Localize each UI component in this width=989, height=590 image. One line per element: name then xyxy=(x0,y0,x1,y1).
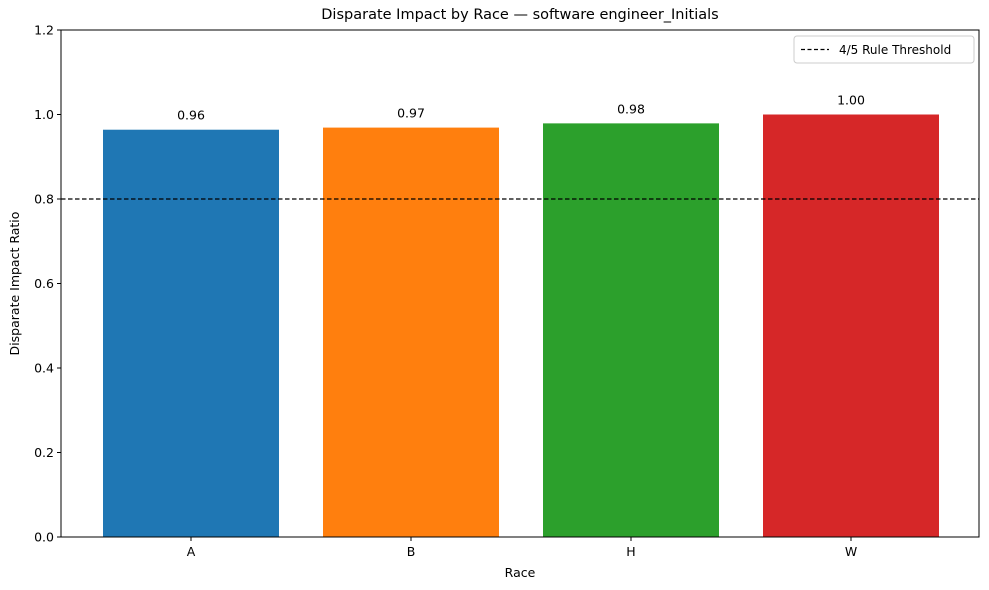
x-tick-label-W: W xyxy=(845,544,857,559)
data-label-H: 0.98 xyxy=(617,101,645,116)
data-label-B: 0.97 xyxy=(397,106,425,121)
y-tick-label: 0.8 xyxy=(34,192,54,207)
y-tick-label: 1.2 xyxy=(34,23,54,38)
bars-layer xyxy=(103,114,939,537)
bar-A xyxy=(103,129,279,537)
legend-threshold-label: 4/5 Rule Threshold xyxy=(839,43,951,57)
y-tick-label: 0.0 xyxy=(34,530,54,545)
y-tick-label: 1.0 xyxy=(34,107,54,122)
x-axis-label: Race xyxy=(505,565,536,580)
axes-layer: A B H W 0.0 0.2 0.4 0.6 0.8 1.0 1.2 xyxy=(34,23,980,559)
legend-box xyxy=(793,35,975,64)
y-tick-label: 0.4 xyxy=(34,361,54,376)
bar-H xyxy=(543,123,719,537)
data-label-A: 0.96 xyxy=(177,108,205,123)
chart-title: Disparate Impact by Race — software engi… xyxy=(321,7,718,23)
y-axis-label: Disparate Impact Ratio xyxy=(7,212,22,356)
data-label-W: 1.00 xyxy=(837,93,865,108)
x-tick-label-B: B xyxy=(407,544,416,559)
bar-B xyxy=(323,127,499,537)
data-labels-layer: 0.96 0.97 0.98 1.00 xyxy=(177,93,865,123)
x-tick-label-A: A xyxy=(187,544,196,559)
bar-W xyxy=(763,114,939,537)
legend: 4/5 Rule Threshold xyxy=(793,35,975,64)
y-tick-label: 0.6 xyxy=(34,276,54,291)
y-tick-label: 0.2 xyxy=(34,445,54,460)
x-tick-label-H: H xyxy=(626,544,635,559)
